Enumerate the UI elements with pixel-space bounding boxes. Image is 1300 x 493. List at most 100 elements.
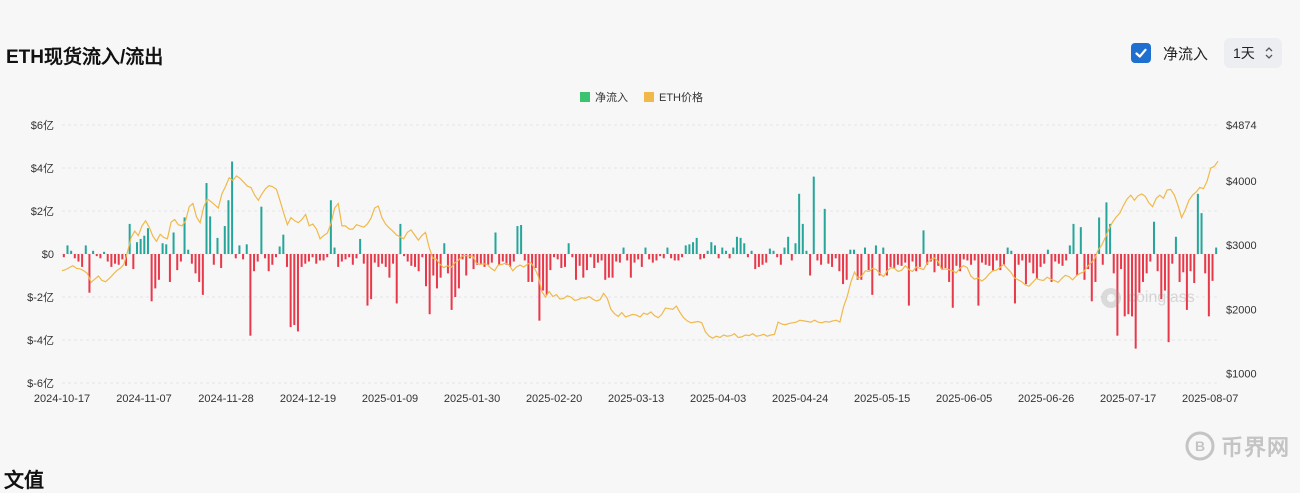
inflow-bar [1174,236,1177,254]
y-right-tick-label: $4874 [1226,120,1257,132]
outflow-bar [860,254,863,280]
inflow-bar [710,242,713,254]
outflow-bar [981,254,984,263]
outflow-bar [831,254,834,267]
inflow-bar [216,237,219,255]
outflow-bar [366,254,369,306]
site-brand: B 币界网 [1185,430,1290,462]
outflow-bar [1149,254,1152,262]
interval-select[interactable]: 1天 [1224,38,1282,68]
inflow-bar [161,243,164,254]
outflow-bar [414,254,417,267]
coinglass-watermark: coinglass [1100,287,1195,309]
x-tick-label: 2025-08-07 [1182,393,1238,405]
outflow-bar [582,254,585,278]
outflow-bar [337,254,340,267]
outflow-bar [1193,254,1196,284]
inflow-bar [713,245,716,254]
outflow-bar [198,254,201,282]
outflow-bar [1090,254,1093,302]
inflow-bar [443,243,446,254]
outflow-bar [501,254,504,262]
outflow-bar [1057,254,1060,264]
outflow-bar [1134,254,1137,349]
outflow-bar [596,254,599,263]
outflow-bar [428,254,431,315]
inflow-bar [278,246,281,254]
outflow-bar [885,254,888,276]
outflow-bar [190,254,193,264]
net-inflow-checkbox[interactable] [1130,43,1151,63]
outflow-bar [984,254,987,265]
outflow-bar [293,254,296,325]
y-right-tick-label: $4000 [1226,176,1257,188]
inflow-bar [165,244,168,254]
outflow-bar [326,254,329,258]
inflow-bar [853,249,856,254]
outflow-bar [253,254,256,272]
outflow-bar [918,254,921,267]
outflow-bar [655,254,658,261]
net-inflow-label[interactable]: 净流入 [1162,45,1208,63]
inflow-bar [688,244,691,254]
inflow-bar [706,250,709,254]
outflow-bar [970,254,973,265]
outflow-bar [648,254,651,260]
outflow-bar [114,254,117,264]
outflow-bar [450,254,453,310]
outflow-bar [1156,254,1159,272]
inflow-bar [238,245,241,254]
outflow-bar [527,254,530,282]
inflow-bar [739,237,742,255]
outflow-bar [1171,254,1174,264]
inflow-bar [260,206,263,254]
outflow-bar [1138,254,1141,293]
inflow-bar [798,193,801,254]
inflow-bar [735,236,738,254]
outflow-bar [1142,254,1145,282]
outflow-bar [505,254,508,265]
outflow-bar [1207,254,1210,317]
inflow-bar [329,200,332,254]
outflow-bar [534,254,537,268]
outflow-bar [995,254,998,261]
outflow-bar [95,254,98,257]
chart-legend: 净流入 ETH价格 [580,90,703,104]
inflow-bar [805,250,808,254]
outflow-bar [618,254,621,263]
inflow-bar [128,223,131,254]
outflow-bar [62,254,65,258]
outflow-bar [1204,254,1207,274]
inflow-bar [724,250,727,254]
outflow-bar [77,254,80,262]
outflow-bar [249,254,252,336]
outflow-bar [1116,254,1119,336]
checkmark-icon [1135,48,1147,58]
inflow-bar [622,247,625,254]
inflow-bar [520,224,523,254]
outflow-bar [176,254,179,271]
brand-name: 币界网 [1220,435,1290,460]
outflow-bar [809,254,812,276]
inflow-bar [205,183,208,254]
outflow-bar [926,254,929,265]
inflow-bar [743,243,746,254]
outflow-bar [820,254,823,265]
outflow-bar [406,254,409,262]
outflow-bar [1017,254,1020,265]
inflow-bar [139,238,142,254]
inflow-bar [695,237,698,255]
outflow-bar [194,254,197,274]
inflow-bar [567,243,570,254]
inflow-bar [223,226,226,254]
outflow-bar [88,254,91,293]
outflow-bar [267,254,270,272]
outflow-bar [1160,254,1163,300]
inflow-bar [768,248,771,255]
outflow-bar [435,254,438,289]
outflow-bar [344,254,347,260]
x-tick-label: 2025-04-24 [772,393,828,405]
outflow-bar [959,254,962,272]
outflow-bar [951,254,954,308]
outflow-bar [911,254,914,262]
